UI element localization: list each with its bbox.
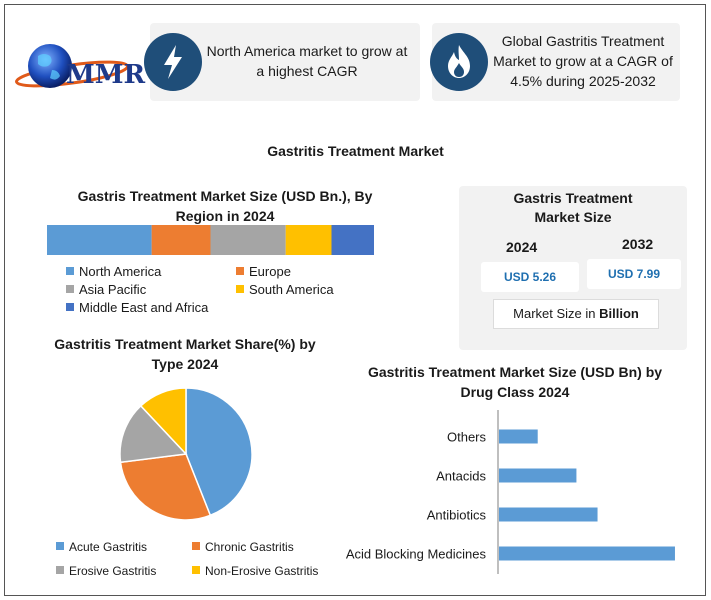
pie-slice-erosive-gastritis — [119, 404, 188, 464]
value-2024: USD 5.26 — [481, 262, 579, 292]
legend-item-north-america: North America — [66, 264, 161, 279]
category-label-antacids: Antacids — [436, 469, 486, 484]
legend-label: Chronic Gastritis — [205, 540, 294, 554]
highlight-card-cagr: Global Gastritis Treatment Market to gro… — [430, 23, 680, 101]
lightning-icon — [144, 33, 202, 91]
legend-swatch — [66, 267, 74, 275]
legend-swatch — [236, 267, 244, 275]
category-label-others: Others — [447, 430, 487, 445]
highlight-text: Global Gastritis Treatment Market to gro… — [493, 33, 673, 89]
region-bar-south-america — [285, 225, 332, 255]
legend-item-acute-gastritis: Acute Gastritis — [56, 540, 147, 554]
drug-class-bar-chart: Others Antacids Antibiotics Acid Blocking M… — [346, 410, 675, 574]
year-2032: 2032 — [622, 236, 654, 252]
region-chart-title: Gastris Treatment Market Size (USD Bn.),… — [77, 188, 373, 224]
main-title: Gastritis Treatment Market — [267, 143, 444, 159]
type-chart-title: Gastritis Treatment Market Share(%) by T… — [54, 336, 316, 372]
flame-icon — [430, 33, 488, 91]
type-legend: Acute Gastritis Chronic Gastritis Erosive … — [56, 540, 346, 584]
legend-label: Middle East and Africa — [79, 300, 209, 315]
drug-chart-title: Gastritis Treatment Market Size (USD Bn)… — [367, 364, 663, 400]
legend-item-erosive-gastritis: Erosive Gastritis — [56, 564, 156, 578]
category-label-acid-blocking-medicines: Acid Blocking Medicines — [346, 547, 487, 562]
pie-slice-chronic-gastritis — [119, 453, 212, 521]
legend-item-non-erosive-gastritis: Non-Erosive Gastritis — [192, 564, 318, 578]
legend-item-europe: Europe — [236, 264, 291, 279]
legend-swatch — [192, 566, 200, 574]
legend-label: Europe — [249, 264, 291, 279]
unit-bold: Billion — [599, 306, 639, 321]
legend-label: Acute Gastritis — [69, 540, 148, 554]
region-bar-asia-pacific — [210, 225, 286, 255]
category-label-antibiotics: Antibiotics — [427, 508, 487, 523]
legend-swatch — [56, 566, 64, 574]
legend-label: North America — [79, 264, 162, 279]
legend-label: Asia Pacific — [79, 282, 147, 297]
legend-swatch — [192, 542, 200, 550]
mmr-logo: MMR — [14, 40, 145, 100]
infographic-frame — [4, 4, 706, 596]
legend-label: Erosive Gastritis — [69, 564, 157, 578]
region-bar-europe — [151, 225, 211, 255]
region-stacked-bar — [47, 225, 374, 255]
legend-label: South America — [249, 282, 334, 297]
legend-swatch — [56, 542, 64, 550]
market-size-card: Gastris Treatment Market Size 2024 2032 … — [459, 186, 687, 350]
region-bar-north-america — [47, 225, 152, 255]
legend-label: Non-Erosive Gastritis — [205, 564, 319, 578]
logo-text: MMR — [66, 60, 146, 90]
unit-prefix: Market Size in — [513, 306, 600, 321]
pie-slice-non-erosive-gastritis — [139, 387, 187, 456]
highlight-text: North America market to grow at a highes… — [206, 43, 408, 79]
legend-swatch — [66, 285, 74, 293]
year-2024: 2024 — [506, 239, 538, 255]
region-bar-middle-east-and-africa — [331, 225, 374, 255]
legend-item-chronic-gastritis: Chronic Gastritis — [192, 540, 294, 554]
value-2032: USD 7.99 — [587, 259, 681, 289]
legend-item-middle-east-and-africa: Middle East and Africa — [66, 300, 208, 315]
legend-item-asia-pacific: Asia Pacific — [66, 282, 146, 297]
type-pie-chart — [119, 387, 253, 521]
legend-item-south-america: South America — [236, 282, 334, 297]
bar-antacids — [499, 468, 577, 483]
bar-acid-blocking-medicines — [499, 546, 675, 561]
unit-label: Market Size in Billion — [493, 299, 659, 329]
pie-slice-acute-gastritis — [185, 387, 253, 517]
highlight-card-north-america: North America market to grow at a highes… — [144, 23, 420, 101]
legend-swatch — [66, 303, 74, 311]
bar-others — [499, 429, 538, 444]
market-size-title: Gastris Treatment Market Size — [513, 190, 633, 225]
globe-icon — [15, 44, 129, 88]
region-legend: North America Europe Asia Pacific South Ame… — [66, 264, 386, 324]
bar-antibiotics — [499, 507, 598, 522]
legend-swatch — [236, 285, 244, 293]
